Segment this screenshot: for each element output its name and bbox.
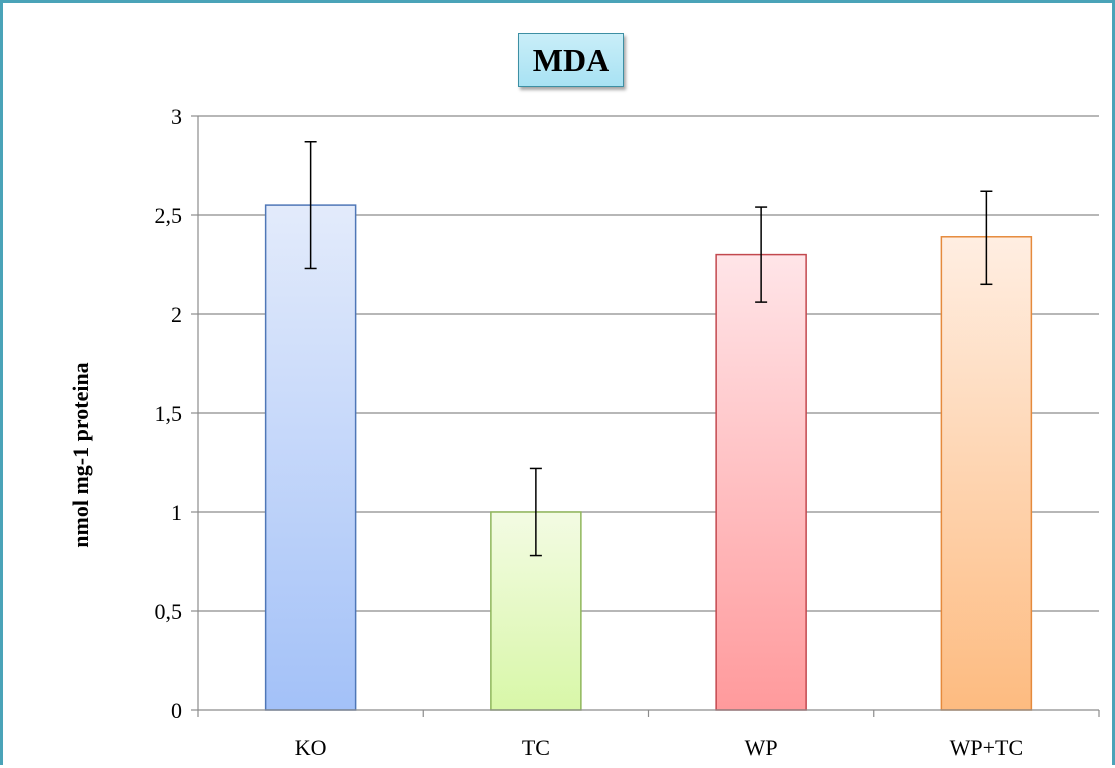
- x-tick-label: WP+TC: [950, 735, 1024, 760]
- chart-title: MDA: [532, 41, 610, 78]
- y-tick-label: 1: [171, 500, 182, 525]
- y-tick-label: 2: [171, 302, 182, 327]
- error-bars: [304, 140, 993, 557]
- bar-wp-tc: [940, 236, 1033, 711]
- x-tick-label: WP: [745, 735, 778, 760]
- y-tick-label: 0: [171, 698, 182, 723]
- chart-title-box: MDA: [518, 33, 624, 87]
- x-tick-label: KO: [295, 735, 327, 760]
- y-tick-label: 2,5: [155, 203, 183, 228]
- bar-ko: [264, 204, 357, 711]
- axes: [191, 115, 1100, 717]
- y-tick-label: 3: [171, 104, 182, 129]
- x-tick-labels: KO TC WP WP+TC: [295, 735, 1023, 760]
- bar-wp: [715, 253, 807, 711]
- y-tick-label: 0,5: [155, 599, 183, 624]
- y-tick-labels: 0 0,5 1 1,5 2 2,5 3: [155, 104, 183, 723]
- bars: [264, 204, 1033, 711]
- y-tick-label: 1,5: [155, 401, 183, 426]
- x-tick-label: TC: [522, 735, 550, 760]
- bar-chart: 0 0,5 1 1,5 2 2,5 3 KO TC WP WP+TC: [155, 104, 1100, 760]
